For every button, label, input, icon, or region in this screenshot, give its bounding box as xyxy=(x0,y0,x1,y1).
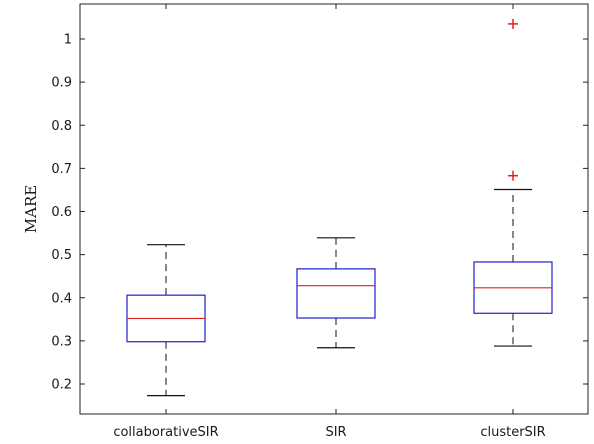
y-tick-label: 0.6 xyxy=(51,205,72,220)
outlier-marker xyxy=(508,170,518,181)
axes-box xyxy=(79,3,589,415)
y-tick-label: 0.7 xyxy=(51,162,72,177)
axes-frame xyxy=(79,3,589,415)
x-category-label: collaborativeSIR xyxy=(113,425,218,440)
y-tick-label: 0.2 xyxy=(51,378,72,393)
x-category-label: clusterSIR xyxy=(480,425,545,440)
y-axis-title: MARE xyxy=(22,185,40,233)
boxes-layer xyxy=(126,18,553,397)
y-tick-label: 0.5 xyxy=(51,248,72,263)
y-tick-label: 1 xyxy=(64,33,72,48)
box-group xyxy=(296,237,376,349)
x-category-label: SIR xyxy=(325,425,346,440)
iqr-box xyxy=(296,268,376,319)
x-axis-category-labels: collaborativeSIR SIR clusterSIR xyxy=(113,425,545,440)
y-tick-label: 0.3 xyxy=(51,334,72,349)
y-tick-label: 0.4 xyxy=(51,291,72,306)
y-tick-label: 0.9 xyxy=(51,76,72,91)
box-group xyxy=(126,244,206,397)
box-group xyxy=(473,18,553,347)
y-axis-ticks: 0.2 0.3 0.4 0.5 0.6 0.7 0.8 0.9 1 xyxy=(51,4,588,414)
y-tick-label: 0.8 xyxy=(51,119,72,134)
outlier-marker xyxy=(508,18,518,29)
